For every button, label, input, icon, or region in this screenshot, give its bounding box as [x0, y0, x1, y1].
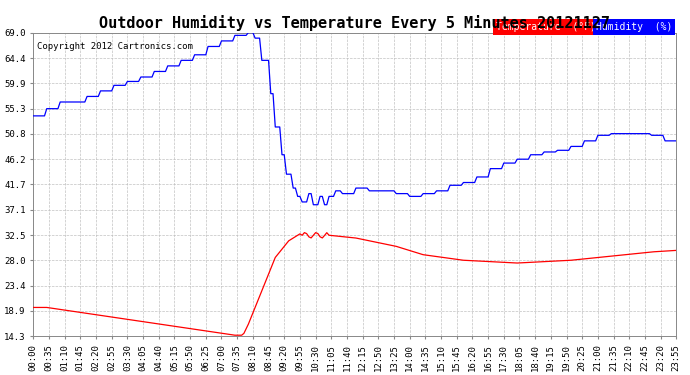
- Title: Outdoor Humidity vs Temperature Every 5 Minutes 20121127: Outdoor Humidity vs Temperature Every 5 …: [99, 15, 610, 32]
- Text: Humidity  (%): Humidity (%): [596, 22, 672, 32]
- Text: Copyright 2012 Cartronics.com: Copyright 2012 Cartronics.com: [37, 42, 193, 51]
- Text: Temperature  (°F): Temperature (°F): [496, 22, 596, 32]
